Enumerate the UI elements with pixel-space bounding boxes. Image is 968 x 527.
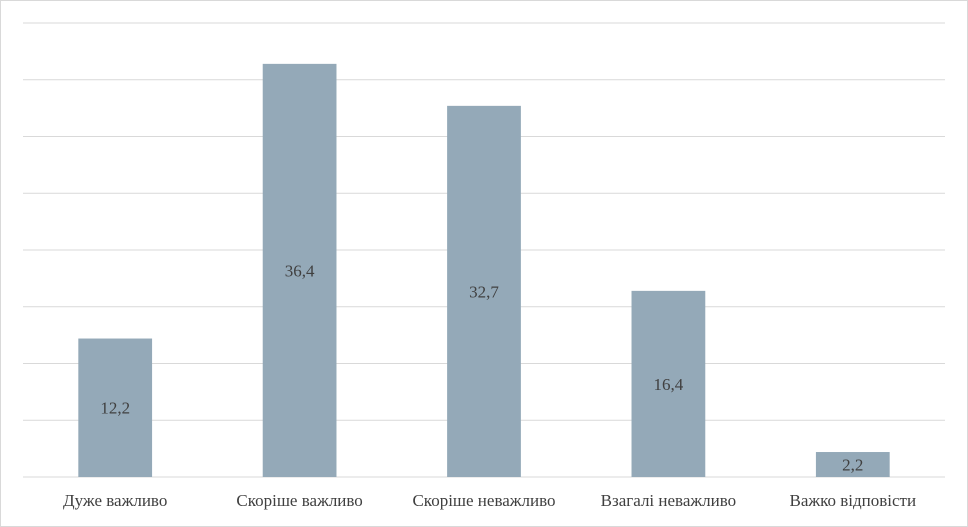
x-tick-label: Взагалі неважливо [601,491,736,510]
x-tick-label: Скоріше неважливо [412,491,555,510]
bar [631,290,706,477]
x-tick-label: Скоріше важливо [236,491,362,510]
data-label: 36,4 [285,261,315,280]
data-label: 2,2 [842,455,863,474]
bar [78,338,153,477]
data-label: 12,2 [100,399,130,418]
x-tick-label: Дуже важливо [63,491,167,510]
data-label: 16,4 [654,375,684,394]
data-label: 32,7 [469,282,499,301]
bar [447,105,521,477]
bar [262,63,337,478]
bar [815,452,890,477]
x-tick-label: Важко відповісти [789,491,916,510]
